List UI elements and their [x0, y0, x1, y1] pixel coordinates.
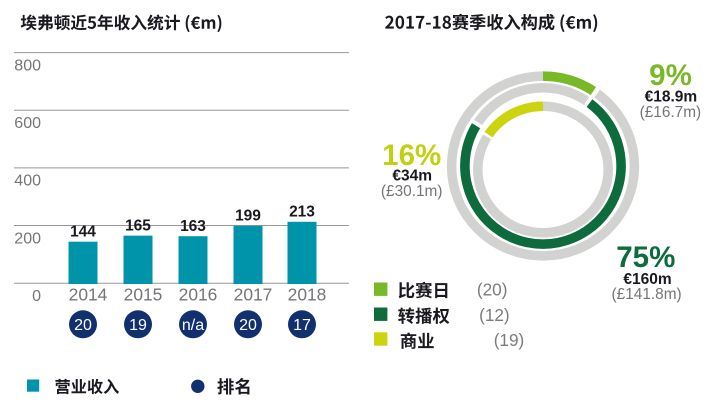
svg-text:200: 200 [14, 230, 41, 247]
svg-text:(12): (12) [479, 305, 510, 325]
svg-text:(£16.7m): (£16.7m) [640, 104, 702, 121]
svg-text:600: 600 [14, 115, 41, 132]
svg-text:213: 213 [289, 204, 315, 221]
svg-text:400: 400 [14, 173, 41, 190]
svg-text:144: 144 [70, 224, 96, 241]
svg-text:19: 19 [129, 317, 147, 334]
svg-text:€18.9m: €18.9m [645, 89, 698, 106]
svg-text:€160m: €160m [623, 271, 671, 288]
svg-text:2015: 2015 [124, 285, 163, 305]
svg-text:(£141.8m): (£141.8m) [612, 286, 682, 303]
svg-text:20: 20 [239, 317, 257, 334]
svg-text:0: 0 [32, 288, 41, 305]
svg-text:2016: 2016 [179, 285, 218, 305]
svg-text:16%: 16% [382, 139, 441, 172]
svg-text:2018: 2018 [288, 285, 327, 305]
svg-text:2014: 2014 [69, 285, 108, 305]
svg-text:75%: 75% [616, 241, 675, 274]
svg-text:€34m: €34m [392, 167, 432, 184]
svg-text:(20): (20) [477, 279, 508, 299]
svg-text:n/a: n/a [182, 317, 204, 334]
svg-text:20: 20 [74, 317, 92, 334]
svg-text:163: 163 [180, 218, 206, 235]
svg-text:165: 165 [125, 217, 151, 234]
svg-text:(19): (19) [494, 330, 525, 350]
svg-text:2017: 2017 [234, 285, 273, 305]
svg-text:9%: 9% [649, 59, 692, 92]
svg-text:17: 17 [293, 317, 311, 334]
svg-text:800: 800 [14, 57, 41, 74]
svg-text:(£30.1m): (£30.1m) [381, 183, 443, 200]
svg-text:199: 199 [235, 208, 261, 225]
